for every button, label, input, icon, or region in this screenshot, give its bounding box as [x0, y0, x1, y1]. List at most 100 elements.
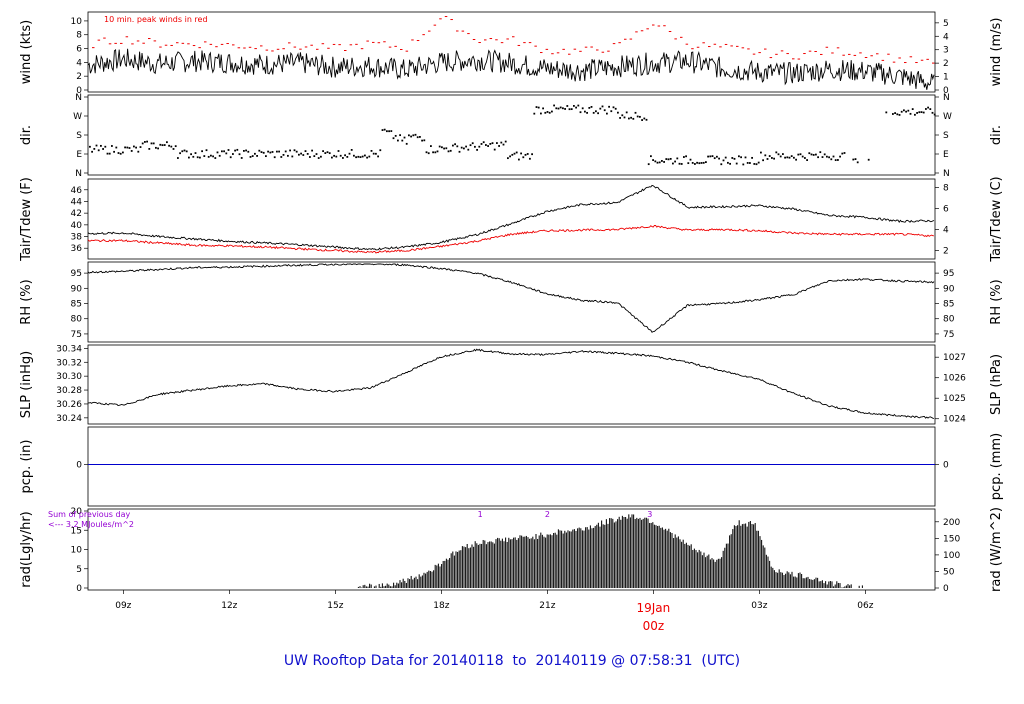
wind-dir-point	[705, 161, 707, 164]
wind-dir-point	[438, 145, 441, 148]
wind-dir-point	[276, 150, 278, 153]
wind-dir-point	[669, 157, 672, 160]
wind-dir-point	[900, 110, 903, 113]
rh-left-tick-label: 80	[71, 315, 83, 325]
wind-dir-point	[240, 157, 243, 159]
wind-dir-point	[645, 118, 648, 121]
wind-dir-point	[852, 158, 855, 161]
wind-dir-point	[903, 109, 905, 112]
wind-dir-point	[771, 157, 773, 159]
left-axis-label-temp: Tair/Tdew (F)	[19, 177, 34, 262]
wind-dir-point	[254, 152, 256, 155]
wind-speed-line	[87, 48, 935, 90]
wind-dir-point	[931, 111, 934, 114]
x-tick-label: 12z	[221, 601, 237, 611]
slp-right-tick-label: 1027	[943, 353, 966, 363]
wind-dir-point	[779, 155, 782, 158]
wind-dir-point	[157, 147, 159, 150]
wind-dir-point	[766, 158, 769, 160]
wind-dir-point	[430, 145, 432, 147]
wind-dir-point	[933, 113, 936, 116]
wind-dir-point	[557, 107, 560, 110]
wind-dir-point	[405, 142, 408, 145]
dir-right-tick-label: N	[943, 169, 950, 179]
wind-dir-point	[898, 114, 901, 116]
wind-dir-point	[812, 154, 815, 156]
wind-dir-point	[93, 147, 96, 150]
temp-left-tick-label: 40	[71, 221, 83, 231]
wind-dir-point	[513, 152, 516, 155]
wind-dir-point	[925, 108, 927, 110]
wind-dir-point	[702, 161, 705, 164]
wind-dir-point	[258, 149, 261, 152]
wind-dir-point	[735, 162, 738, 165]
wind-dir-point	[801, 155, 804, 158]
wind-dir-point	[843, 152, 846, 154]
wind-dir-point	[335, 155, 338, 158]
temp-right-tick-label: 8	[943, 183, 949, 193]
wind-dir-point	[262, 151, 265, 154]
rh-right-tick-label: 90	[943, 284, 955, 294]
wind-dir-point	[115, 146, 118, 149]
wind-dir-point	[141, 142, 144, 145]
wind-dir-point	[364, 154, 366, 157]
wind-dir-point	[650, 155, 652, 158]
wind-dir-point	[595, 110, 597, 113]
wind-dir-point	[271, 151, 274, 153]
radiation-sum-value-annotation: <--- 3.2 MJoules/m^2	[48, 520, 134, 529]
wind-dir-point	[724, 156, 727, 159]
wind-dir-point	[333, 154, 335, 157]
wind-dir-point	[601, 105, 604, 108]
wind-left-tick-label: 8	[76, 31, 82, 41]
wind-dir-point	[821, 156, 824, 158]
wind-dir-point	[597, 112, 599, 115]
wind-dir-point	[295, 150, 298, 153]
rad-right-tick-label: 200	[943, 518, 960, 528]
wind-dir-point	[544, 111, 547, 114]
wind-dir-point	[905, 110, 907, 113]
temp-right-tick-label: 4	[943, 226, 949, 236]
wind-dir-point	[372, 152, 375, 155]
wind-dir-point	[102, 148, 104, 150]
wind-dir-point	[709, 155, 712, 158]
wind-dir-point	[480, 143, 483, 145]
wind-dir-point	[273, 156, 276, 159]
left-axis-label-wind: wind (kts)	[19, 20, 34, 84]
wind-dir-point	[337, 150, 340, 152]
wind-dir-point	[234, 149, 236, 152]
wind-dir-point	[764, 154, 767, 157]
wind-dir-point	[119, 152, 122, 155]
wind-dir-point	[111, 145, 113, 147]
wind-dir-point	[907, 109, 910, 112]
wind-dir-point	[641, 119, 643, 121]
wind-dir-point	[91, 150, 93, 153]
wind-dir-point	[386, 130, 388, 133]
wind-dir-point	[786, 156, 789, 159]
wind-dir-point	[397, 139, 399, 142]
wind-dir-point	[652, 159, 654, 161]
wind-dir-point	[221, 150, 223, 153]
wind-dir-point	[348, 152, 351, 155]
slp-left-tick-label: 30.28	[56, 386, 82, 396]
wind-dir-point	[489, 143, 492, 145]
wind-dir-point	[927, 106, 929, 109]
slp-right-tick-label: 1026	[943, 374, 966, 384]
temp-left-tick-label: 42	[71, 209, 82, 219]
x-tick-label: 09z	[115, 601, 131, 611]
wind-dir-point	[665, 158, 668, 160]
wind-dir-point	[823, 153, 826, 156]
wind-dir-point	[753, 163, 756, 165]
left-axis-label-dir: dir.	[19, 125, 34, 145]
wind-dir-point	[546, 111, 549, 113]
wind-dir-point	[828, 156, 830, 159]
x-tick-label: 18z	[433, 601, 449, 611]
wind-dir-point	[463, 147, 465, 150]
wind-dir-point	[100, 144, 102, 147]
temp-left-tick-label: 36	[71, 244, 83, 254]
wind-dir-point	[350, 149, 353, 151]
wind-dir-point	[425, 151, 428, 154]
wind-dir-point	[269, 151, 272, 154]
wind-dir-point	[606, 112, 608, 115]
right-axis-label-slp: SLP (hPa)	[989, 354, 1004, 415]
wind-dir-point	[623, 116, 626, 119]
